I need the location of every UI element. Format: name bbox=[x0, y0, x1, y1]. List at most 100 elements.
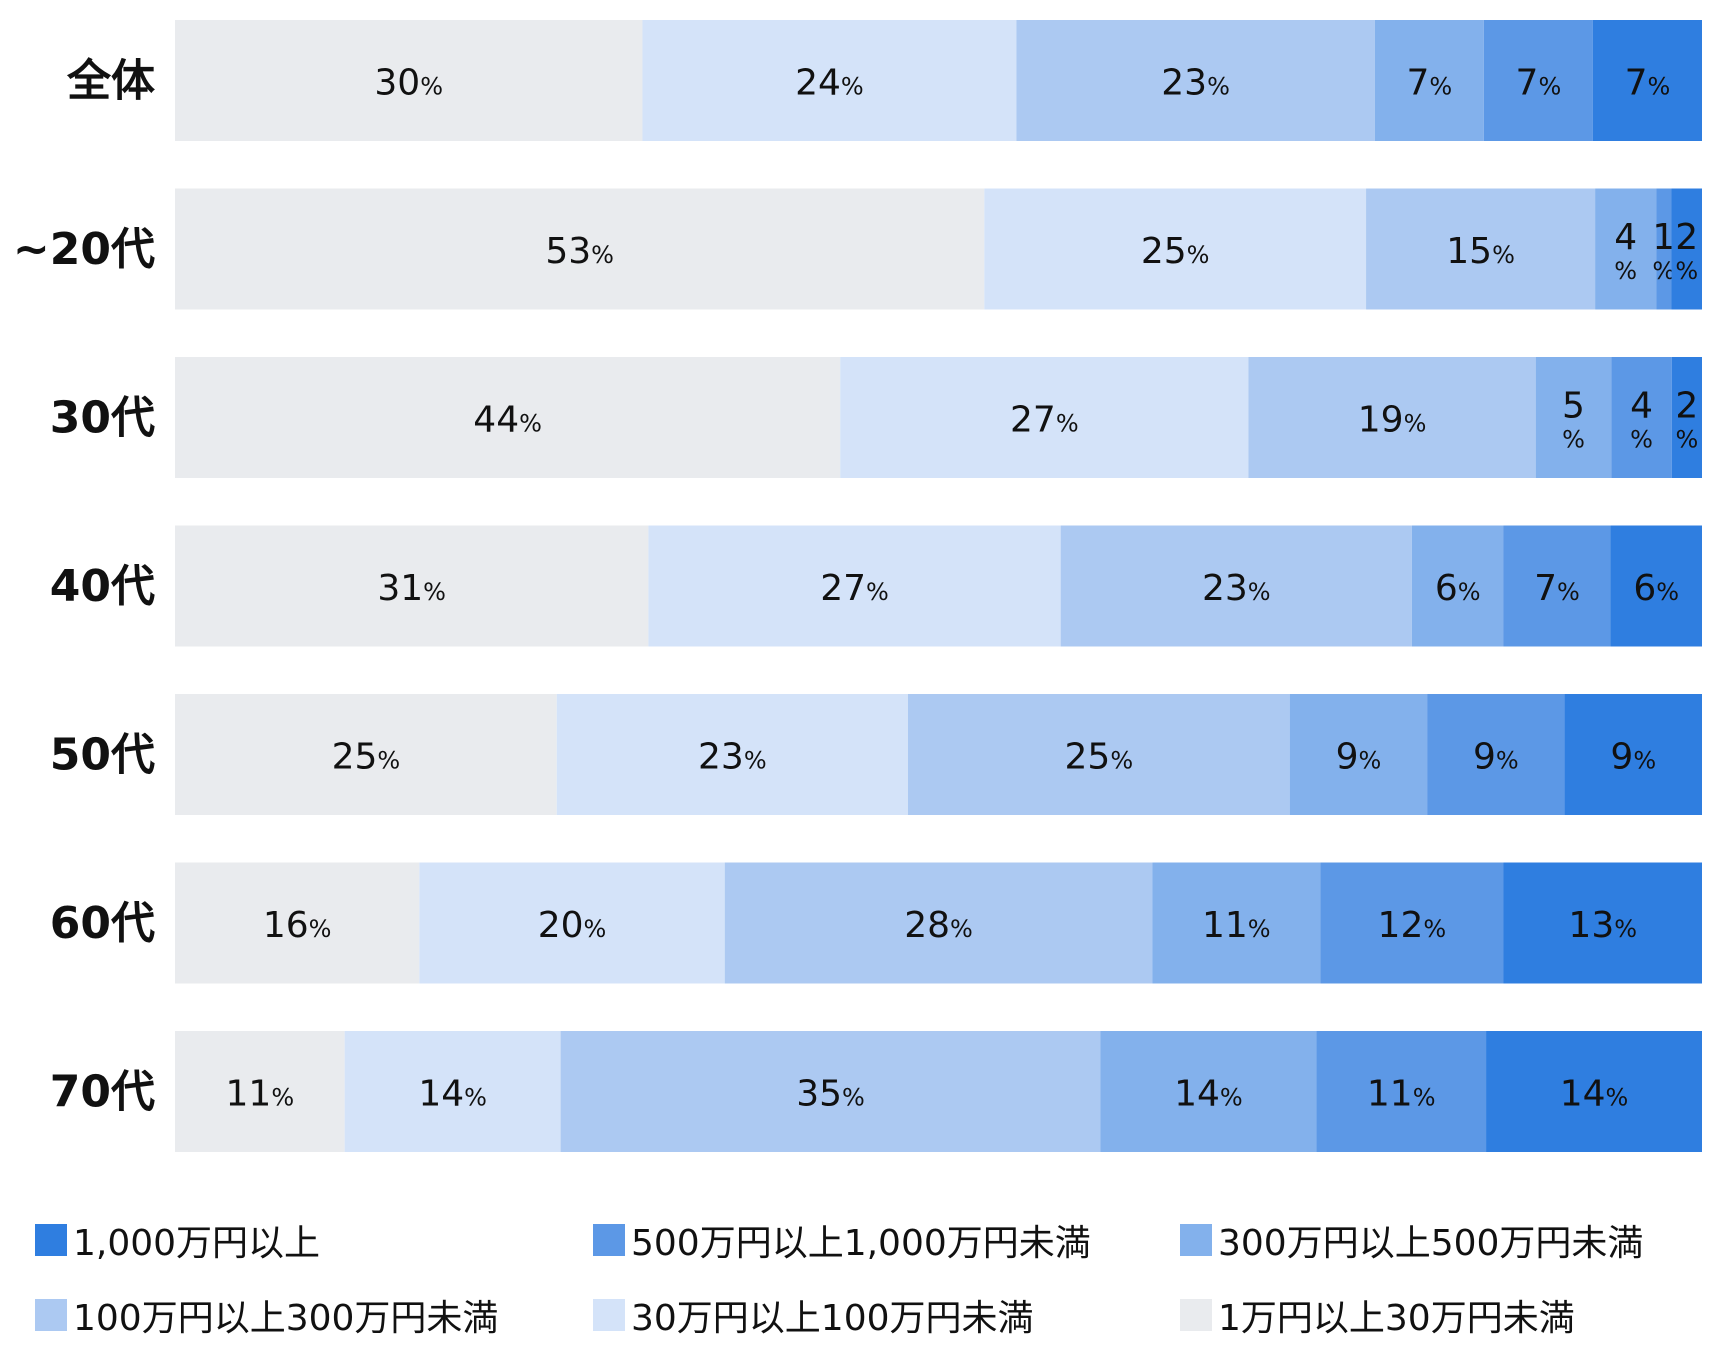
bar-segment bbox=[1592, 20, 1702, 141]
bar-segment bbox=[560, 1031, 1101, 1152]
bar-segment bbox=[984, 188, 1367, 310]
category-label: ~20代 bbox=[13, 224, 155, 275]
bar-segment bbox=[556, 694, 908, 815]
bar-segment bbox=[1427, 694, 1565, 815]
legend-swatch bbox=[1180, 1224, 1212, 1256]
data-label: 44% bbox=[473, 400, 542, 441]
bar-segment bbox=[175, 862, 420, 984]
bar-segment bbox=[1595, 188, 1657, 310]
legend-label: 300万円以上500万円未満 bbox=[1218, 1223, 1644, 1264]
legend-swatch bbox=[1180, 1299, 1212, 1331]
bar-segment bbox=[1656, 188, 1672, 310]
legend-item: 1,000万円以上 bbox=[35, 1215, 320, 1265]
category-label: 40代 bbox=[50, 561, 155, 612]
data-label: 7% bbox=[1516, 63, 1562, 104]
bar-segment bbox=[724, 862, 1153, 984]
chart-legend: 1,000万円以上 500万円以上1,000万円未満 300万円以上500万円未満 1… bbox=[0, 1200, 1723, 1350]
bar-segment bbox=[1289, 694, 1428, 815]
data-label: 11% bbox=[226, 1074, 295, 1115]
bar-segment bbox=[175, 357, 841, 478]
legend-label: 500万円以上1,000万円未満 bbox=[631, 1223, 1091, 1264]
data-label-unit: % bbox=[1614, 257, 1637, 285]
legend-label: 30万円以上100万円未満 bbox=[631, 1298, 1034, 1339]
legend-swatch bbox=[593, 1224, 625, 1256]
bar-segment bbox=[175, 188, 985, 310]
bar-segment bbox=[1100, 1031, 1317, 1152]
bar-segment bbox=[1366, 188, 1596, 310]
legend-swatch bbox=[35, 1299, 67, 1331]
bar-segment bbox=[175, 525, 649, 647]
legend-swatch bbox=[593, 1299, 625, 1331]
data-label: 9% bbox=[1473, 737, 1519, 778]
data-label: 14% bbox=[418, 1074, 487, 1115]
data-label-unit: % bbox=[1652, 257, 1675, 285]
legend-item: 30万円以上100万円未満 bbox=[593, 1290, 1034, 1340]
bar-segment bbox=[344, 1031, 561, 1152]
legend-label: 1,000万円以上 bbox=[73, 1223, 321, 1264]
legend-item: 100万円以上300万円未満 bbox=[35, 1290, 498, 1340]
data-label-unit: % bbox=[1630, 426, 1653, 454]
data-label-unit: % bbox=[1675, 257, 1698, 285]
legend-label: 1万円以上30万円未満 bbox=[1218, 1298, 1575, 1339]
data-label: 1 bbox=[1652, 217, 1675, 258]
bar-segment bbox=[1503, 862, 1702, 984]
bar-segment bbox=[1316, 1031, 1487, 1152]
bar-row: 60代 16% 20% 28% 11% 12% 13% bbox=[50, 862, 1702, 984]
bar-segment bbox=[1152, 862, 1321, 984]
legend-item: 1万円以上30万円未満 bbox=[1180, 1290, 1575, 1340]
data-label: 6% bbox=[1633, 568, 1679, 609]
bar-segment bbox=[175, 20, 643, 141]
bar-segment bbox=[1486, 1031, 1702, 1152]
data-label: 5 bbox=[1562, 386, 1585, 427]
data-label-unit: % bbox=[1675, 426, 1698, 454]
bar-segment bbox=[1610, 525, 1702, 647]
category-label: 70代 bbox=[50, 1067, 155, 1118]
data-label: 2 bbox=[1675, 217, 1698, 258]
data-label: 35% bbox=[796, 1074, 865, 1115]
bar-row: ~20代 53% 25% 15% 4%1%2% bbox=[13, 188, 1702, 310]
data-label: 25% bbox=[1065, 737, 1134, 778]
category-label: 60代 bbox=[50, 898, 155, 949]
bar-segment bbox=[1564, 694, 1702, 815]
bar-segment bbox=[642, 20, 1017, 141]
bar-segment bbox=[1483, 20, 1593, 141]
legend-swatch bbox=[35, 1224, 67, 1256]
bar-segment bbox=[419, 862, 725, 984]
legend-item: 500万円以上1,000万円未満 bbox=[593, 1215, 1091, 1265]
bar-segment bbox=[175, 694, 557, 815]
category-label: 全体 bbox=[66, 56, 155, 107]
bar-segment bbox=[1535, 357, 1612, 478]
data-label: 4 bbox=[1614, 217, 1637, 258]
data-label: 2 bbox=[1675, 386, 1698, 427]
bar-segment bbox=[1411, 525, 1504, 647]
bar-segment bbox=[907, 694, 1290, 815]
data-label: 11% bbox=[1367, 1074, 1436, 1115]
bar-segment bbox=[840, 357, 1249, 478]
bar-segment bbox=[1248, 357, 1536, 478]
bar-segment bbox=[1671, 357, 1702, 478]
data-label: 25% bbox=[1141, 231, 1210, 272]
bar-segment bbox=[1611, 357, 1672, 478]
bar-row: 50代 25% 23% 25% 9% 9% 9% bbox=[50, 694, 1702, 815]
data-label: 14% bbox=[1174, 1074, 1243, 1115]
data-label: 11% bbox=[1202, 905, 1271, 946]
bar-segment bbox=[648, 525, 1061, 647]
bar-segment bbox=[1060, 525, 1412, 647]
legend-label: 100万円以上300万円未満 bbox=[73, 1298, 499, 1339]
data-label: 7% bbox=[1406, 63, 1452, 104]
bar-segment bbox=[1016, 20, 1375, 141]
legend-item: 300万円以上500万円未満 bbox=[1180, 1215, 1643, 1265]
bar-row: 30代 44% 27% 19% 5%4%2% bbox=[50, 357, 1702, 478]
data-label-unit: % bbox=[1562, 426, 1585, 454]
bar-row: 全体 30% 24% 23% 7% 7% 7% bbox=[66, 20, 1702, 141]
category-label: 50代 bbox=[50, 730, 155, 781]
stacked-bar-chart: 全体 30% 24% 23% 7% 7% 7%~20代 53% 25% 15% 4%1%2%30代 4… bbox=[13, 20, 1702, 1152]
bar-row: 40代 31% 27% 23% 6% 7% 6% bbox=[50, 525, 1702, 647]
bar-segment bbox=[1671, 188, 1702, 310]
bar-segment bbox=[1503, 525, 1611, 647]
category-label: 30代 bbox=[50, 393, 155, 444]
bar-segment bbox=[175, 1031, 345, 1152]
bar-segment bbox=[1374, 20, 1484, 141]
bar-row: 70代 11% 14% 35% 14% 11% 14% bbox=[50, 1031, 1702, 1152]
data-label: 12% bbox=[1378, 905, 1447, 946]
